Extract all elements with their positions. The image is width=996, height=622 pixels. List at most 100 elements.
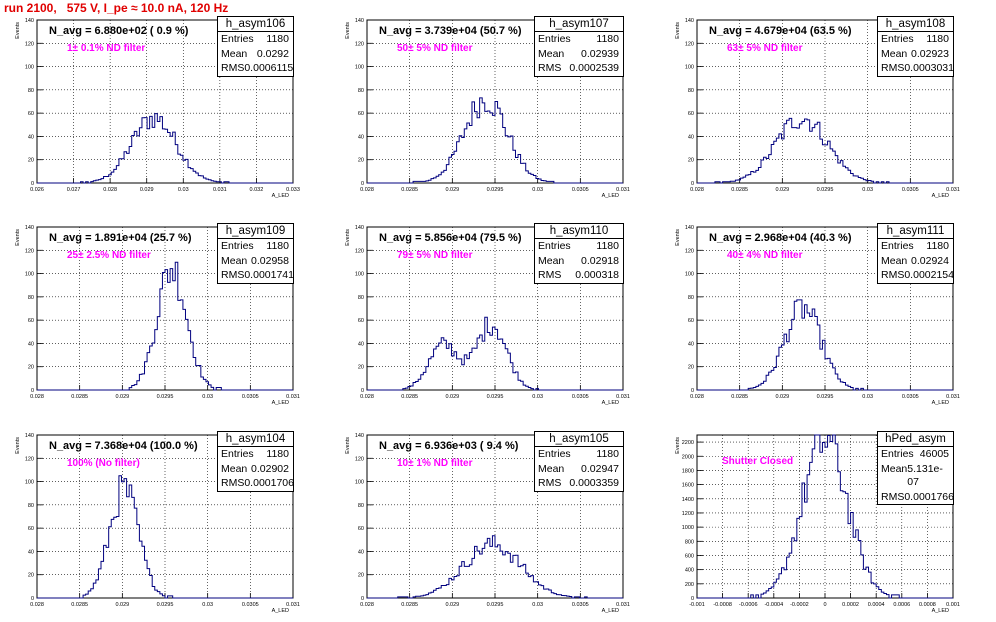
x-tick-label: 0.0295 <box>487 394 504 400</box>
stats-label: RMS <box>221 477 245 489</box>
filter-label: 79± 5% ND filter <box>397 250 473 261</box>
x-tick-label: 0.03 <box>862 187 873 193</box>
x-tick-label: 0.0006 <box>893 602 910 608</box>
stats-label: Mean <box>538 254 565 267</box>
stats-label: Entries <box>881 240 914 252</box>
x-tick-label: 0.0285 <box>71 394 88 400</box>
x-tick-label: 0.028 <box>690 394 704 400</box>
y-tick-label: 120 <box>355 248 364 254</box>
x-tick-label: -0.001 <box>689 602 705 608</box>
x-tick-label: 0.0305 <box>902 187 919 193</box>
y-tick-label: 140 <box>355 433 364 439</box>
y-tick-label: 0 <box>361 181 364 187</box>
y-tick-label: 40 <box>358 341 364 347</box>
stats-value: 1180 <box>596 33 619 45</box>
y-axis-label: Events <box>345 437 351 454</box>
stats-value: 0.02918 <box>581 254 619 267</box>
stats-row-entries: Entries 46005 <box>878 447 953 462</box>
stats-value: 0.02958 <box>251 254 289 267</box>
x-axis-label: A_LED <box>272 400 289 406</box>
histogram-pad <box>366 19 624 184</box>
x-tick-label: 0.03 <box>202 602 213 608</box>
stats-label: Mean <box>881 47 908 60</box>
stats-label: RMS <box>221 269 245 281</box>
x-tick-label: 0.0295 <box>157 394 174 400</box>
y-axis-label: Events <box>675 437 681 454</box>
filter-label: 100% (No filter) <box>67 458 140 469</box>
y-tick-label: 80 <box>358 88 364 94</box>
y-tick-label: 20 <box>358 365 364 371</box>
stats-box: h_asym110 Entries 1180 Mean 0.02918 RMS 0.0003… <box>534 223 624 284</box>
y-tick-label: 120 <box>355 41 364 47</box>
y-tick-label: 40 <box>688 341 694 347</box>
x-tick-label: 0.031 <box>616 187 630 193</box>
x-tick-label: 0.031 <box>286 602 300 608</box>
x-tick-label: 0.0305 <box>572 187 589 193</box>
y-tick-label: 100 <box>25 65 34 71</box>
y-tick-label: 20 <box>28 158 34 164</box>
filter-label: 40± 4% ND filter <box>727 250 803 261</box>
x-tick-label: 0.031 <box>616 602 630 608</box>
n-avg-label: N_avg = 6.880e+02 ( 0.9 %) <box>49 25 189 37</box>
histogram-name: h_asym105 <box>535 432 623 447</box>
stats-label: Mean <box>538 47 565 60</box>
stats-row-entries: Entries 1180 <box>218 239 293 254</box>
y-axis-label: Events <box>345 22 351 39</box>
y-tick-label: 80 <box>358 503 364 509</box>
y-tick-label: 140 <box>25 433 34 439</box>
x-tick-label: 0.029 <box>140 187 154 193</box>
x-axis-label: A_LED <box>602 400 619 406</box>
stats-row-rms: RMS 0.0003031 <box>878 61 954 76</box>
stats-value: 0.0003031 <box>904 62 954 74</box>
x-tick-label: 0.0285 <box>731 394 748 400</box>
stats-row-entries: Entries 1180 <box>878 32 953 47</box>
histogram-name: h_asym111 <box>878 224 953 239</box>
stats-value: 0.0002154 <box>904 269 954 281</box>
stats-row-mean: Mean 0.02924 <box>878 254 953 269</box>
stats-label: RMS <box>881 62 905 74</box>
filter-label: Shutter Closed <box>722 456 794 467</box>
y-tick-label: 140 <box>25 225 34 231</box>
y-tick-label: 0 <box>31 596 34 602</box>
histogram-name: h_asym110 <box>535 224 623 239</box>
y-axis-label: Events <box>345 229 351 246</box>
x-tick-label: 0.03 <box>178 187 189 193</box>
x-tick-label: 0.028 <box>360 602 374 608</box>
histogram-line <box>697 117 953 184</box>
y-axis-label: Events <box>15 229 21 246</box>
x-tick-label: 0.03 <box>532 187 543 193</box>
y-axis-label: Events <box>675 22 681 39</box>
histogram-line <box>697 299 953 391</box>
y-tick-label: 140 <box>355 225 364 231</box>
stats-value: 5.131e-07 <box>907 462 943 489</box>
filter-label: 10± 1% ND filter <box>397 458 473 469</box>
stats-label: Mean <box>221 254 248 267</box>
y-tick-label: 100 <box>355 272 364 278</box>
y-tick-label: 80 <box>28 88 34 94</box>
stats-row-rms: RMS 0.0002539 <box>535 61 623 76</box>
stats-row-entries: Entries 1180 <box>218 32 293 47</box>
x-tick-label: 0.029 <box>445 187 459 193</box>
y-tick-label: 60 <box>28 318 34 324</box>
stats-box: h_asym108 Entries 1180 Mean 0.02923 RMS 0.0003… <box>877 16 954 77</box>
stats-row-rms: RMS 0.0001766 <box>878 490 954 505</box>
stats-row-entries: Entries 1180 <box>535 447 623 462</box>
x-tick-label: 0.0305 <box>242 602 259 608</box>
y-tick-label: 140 <box>685 18 694 24</box>
histogram-name: h_asym106 <box>218 17 293 32</box>
y-tick-label: 20 <box>358 158 364 164</box>
x-tick-label: 0.0305 <box>242 394 259 400</box>
x-tick-label: 0.026 <box>30 187 44 193</box>
x-tick-label: 0.0285 <box>401 394 418 400</box>
plot-frame <box>36 19 294 184</box>
histogram-name: h_asym107 <box>535 17 623 32</box>
x-tick-label: 0.03 <box>532 394 543 400</box>
x-tick-label: 0.0305 <box>572 394 589 400</box>
x-tick-label: 0.03 <box>532 602 543 608</box>
stats-row-mean: Mean 0.02947 <box>535 462 623 477</box>
stats-box: h_asym104 Entries 1180 Mean 0.02902 RMS 0.0001… <box>217 431 294 492</box>
x-tick-label: 0.028 <box>30 394 44 400</box>
y-axis-label: Events <box>15 22 21 39</box>
y-tick-label: 120 <box>685 41 694 47</box>
